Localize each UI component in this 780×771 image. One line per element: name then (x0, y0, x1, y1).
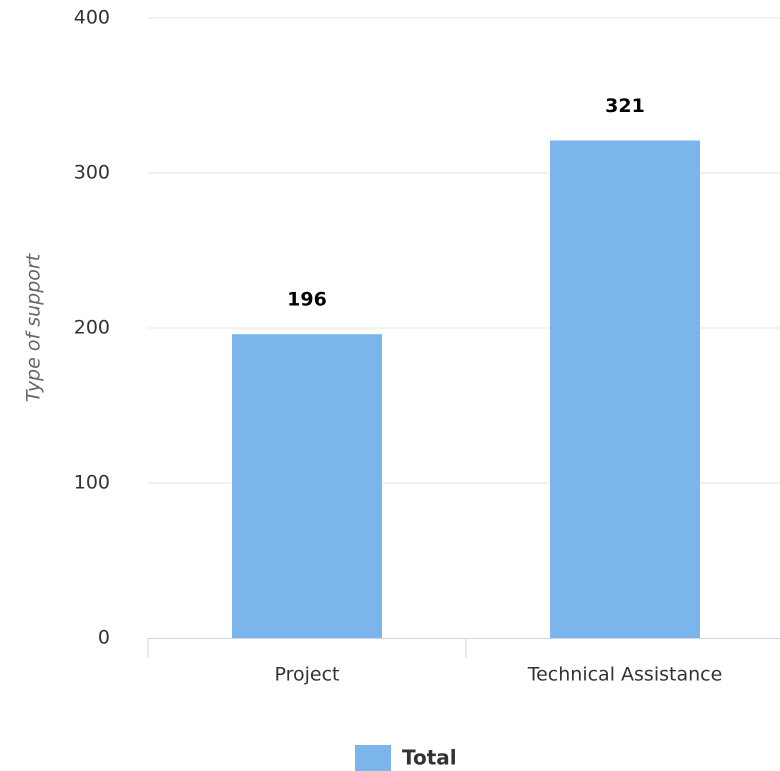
y-tick-label: 100 (74, 472, 110, 494)
x-tick-label: Project (274, 664, 339, 686)
bar (550, 140, 700, 638)
y-tick-label: 400 (74, 7, 110, 29)
y-tick-label: 300 (74, 162, 110, 184)
y-tick-label: 200 (74, 317, 110, 339)
bar (232, 334, 382, 638)
data-label: 196 (287, 289, 327, 311)
y-tick-label: 0 (98, 627, 110, 649)
data-label: 321 (605, 95, 645, 117)
y-axis-label: Type of support (23, 252, 45, 402)
legend-label: Total (402, 746, 457, 770)
legend-swatch (355, 745, 391, 771)
x-tick-label: Technical Assistance (527, 664, 723, 686)
